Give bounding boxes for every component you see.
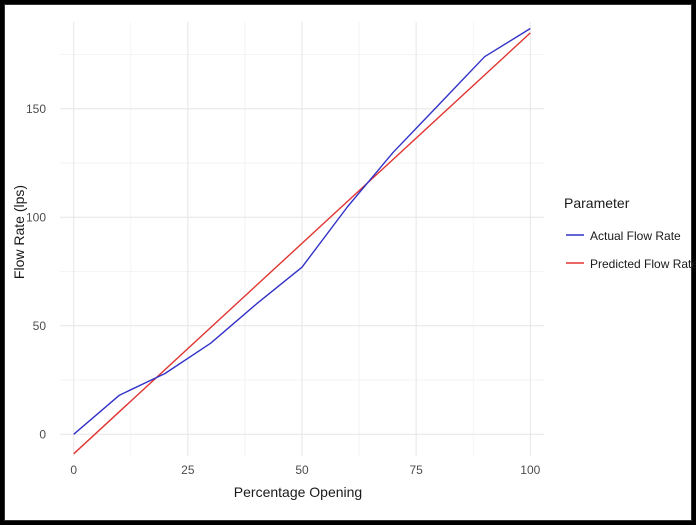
- legend-title: Parameter: [564, 195, 630, 211]
- y-tick-label: 50: [33, 319, 47, 333]
- x-tick-label: 75: [409, 463, 423, 477]
- series-lines: [73, 27, 531, 455]
- x-tick-label: 50: [295, 463, 309, 477]
- legend-label-actual-flow-rate: Actual Flow Rate: [590, 229, 681, 243]
- x-tick-label: 25: [181, 463, 195, 477]
- series-line-predicted-flow-rate: [73, 32, 531, 455]
- legend-label-predicted-flow-rate: Predicted Flow Rate: [590, 257, 696, 271]
- x-tick-label: 100: [520, 463, 540, 477]
- y-tick-label: 100: [26, 210, 46, 224]
- y-axis-title: Flow Rate (lps): [11, 185, 27, 279]
- legend: Parameter Actual Flow Rate Predicted Flo…: [564, 195, 696, 271]
- x-axis-title: Percentage Opening: [234, 484, 362, 500]
- y-tick-label: 150: [26, 102, 46, 116]
- y-axis-tick-labels: 0 50 100 150: [26, 102, 47, 441]
- x-axis-tick-labels: 0 25 50 75 100: [70, 463, 540, 477]
- x-tick-label: 0: [70, 463, 77, 477]
- series-line-actual-flow-rate: [73, 27, 531, 435]
- major-gridlines: [60, 22, 544, 456]
- y-tick-label: 0: [39, 427, 46, 441]
